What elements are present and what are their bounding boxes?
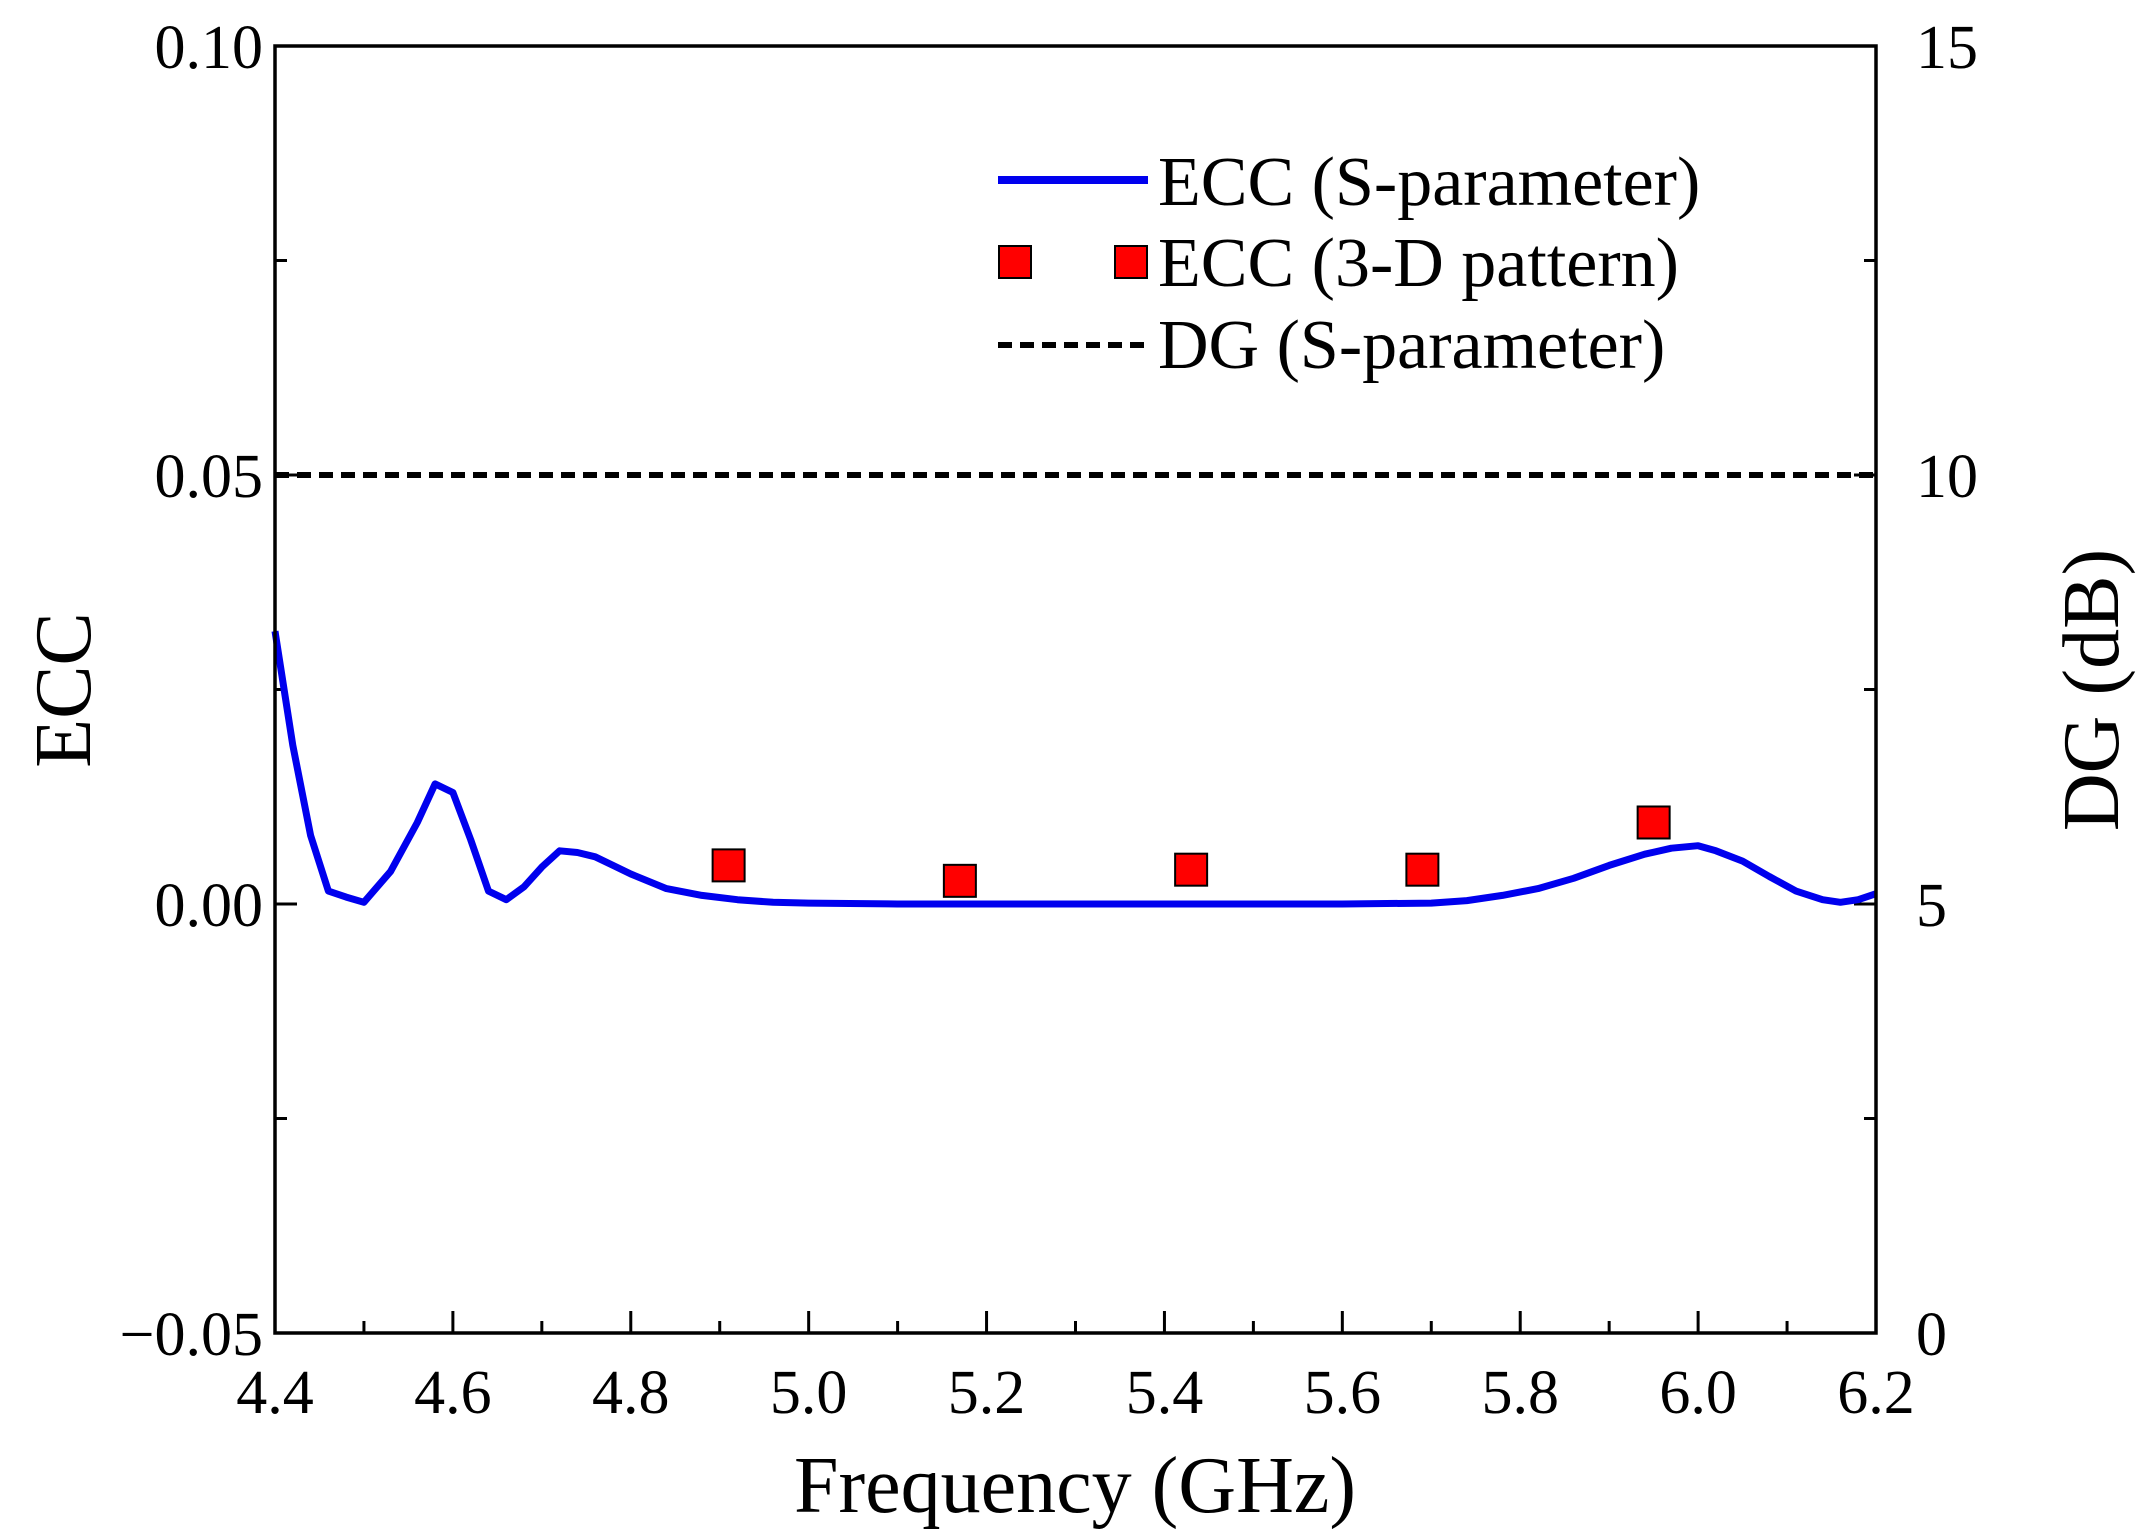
y-axis-title: ECC bbox=[20, 612, 108, 768]
plot-series bbox=[271, 472, 1878, 908]
x-tick-label: 5.8 bbox=[1481, 1359, 1559, 1427]
data-point-ecc-3d-pattern bbox=[1405, 852, 1440, 887]
y-tick-label: 0.10 bbox=[155, 14, 264, 82]
x-tick-label: 6.2 bbox=[1837, 1359, 1915, 1427]
legend-swatch-ecc-3d-pattern-right bbox=[1114, 245, 1148, 279]
series-line-ecc-s-parameter bbox=[271, 630, 1878, 908]
y2-tick-label: 15 bbox=[1916, 14, 1978, 82]
x-tick-label: 5.0 bbox=[770, 1359, 848, 1427]
y2-tick-label: 5 bbox=[1916, 872, 1947, 940]
x-tick-label: 6.0 bbox=[1659, 1359, 1737, 1427]
y2-axis-title: DG (dB) bbox=[2048, 549, 2136, 831]
legend-swatch-ecc-3d-pattern-left bbox=[998, 245, 1032, 279]
x-tick-label: 5.4 bbox=[1126, 1359, 1204, 1427]
legend-label-ecc-3d-pattern: ECC (3-D pattern) bbox=[1158, 225, 1679, 302]
y2-tick-label: 10 bbox=[1916, 443, 1978, 511]
x-tick-label: 4.6 bbox=[414, 1359, 492, 1427]
y2-tick-label: 0 bbox=[1916, 1301, 1947, 1369]
x-tick-label: 4.8 bbox=[592, 1359, 670, 1427]
tick-labels: 4.4 4.6 4.8 5.0 5.2 5.4 5.6 5.8 6.0 6.2 −0.05 0.00 0… bbox=[120, 14, 1978, 1427]
x-tick-label: 4.4 bbox=[236, 1359, 314, 1427]
legend: ECC (S-parameter) ECC (3-D pattern) DG (… bbox=[998, 144, 1700, 384]
plot-area-frame bbox=[273, 44, 1878, 1335]
x-tick-label: 5.2 bbox=[948, 1359, 1026, 1427]
data-point-ecc-3d-pattern bbox=[1636, 805, 1671, 840]
y-tick-label: 0.05 bbox=[155, 443, 264, 511]
data-point-ecc-3d-pattern bbox=[942, 863, 977, 898]
data-point-ecc-3d-pattern bbox=[1174, 852, 1209, 887]
x-axis-title: Frequency (GHz) bbox=[794, 1442, 1356, 1530]
x-tick-label: 5.6 bbox=[1304, 1359, 1382, 1427]
legend-label-ecc-s-parameter: ECC (S-parameter) bbox=[1158, 144, 1700, 221]
y-tick-label: −0.05 bbox=[120, 1301, 263, 1369]
data-point-ecc-3d-pattern bbox=[711, 848, 746, 883]
y-tick-label: 0.00 bbox=[155, 872, 264, 940]
legend-label-dg-s-parameter: DG (S-parameter) bbox=[1158, 307, 1665, 384]
